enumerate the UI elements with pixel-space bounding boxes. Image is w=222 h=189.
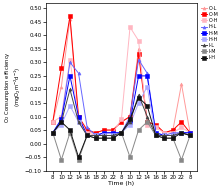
Y-axis label: O$_2$ Consumption efficiency
(mgO$_2$m$^{-2}$d$^{-1}$): O$_2$ Consumption efficiency (mgO$_2$m$^… (3, 51, 24, 123)
Legend: O-L, O-M, O-H, H-L, H-M, H-H, I-L, I-M, I-H: O-L, O-M, O-H, H-L, H-M, H-H, I-L, I-M, … (201, 5, 219, 61)
X-axis label: Time (h): Time (h) (108, 181, 135, 186)
